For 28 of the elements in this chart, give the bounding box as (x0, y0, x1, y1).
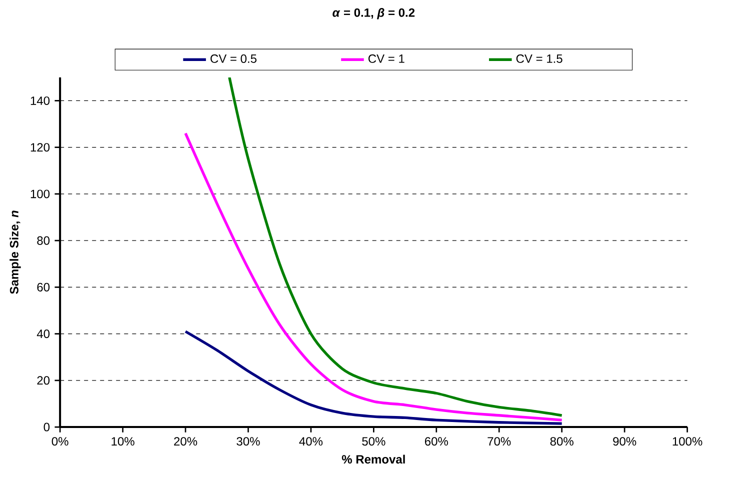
y-tick-label: 120 (30, 143, 50, 152)
x-tick-label: 80% (550, 437, 574, 446)
x-tick-label: 20% (174, 437, 198, 446)
y-tick-label: 0 (44, 422, 50, 432)
legend-label: CV = 1 (368, 54, 404, 63)
line-series (228, 77, 564, 417)
x-tick-label: 100% (672, 437, 702, 446)
x-tick-label: 60% (424, 437, 448, 446)
line-series (184, 330, 564, 425)
y-tick-label: 40 (36, 330, 50, 338)
y-tick-label: 60 (37, 282, 50, 292)
x-tick-label: 70% (488, 437, 511, 446)
chart-title: α = 0.1, β = 0.2 (332, 8, 415, 20)
y-tick-label: 100 (30, 190, 50, 198)
x-tick-label: 0% (52, 437, 68, 446)
y-tick-label: 140 (30, 96, 50, 105)
x-tick-label: 50% (362, 437, 386, 446)
y-tick-label: 20 (37, 376, 50, 385)
line-series (184, 132, 564, 422)
x-axis-title: % Removal (342, 454, 405, 464)
x-tick-label: 90% (613, 437, 636, 446)
legend-label: CV = 0.5 (210, 54, 256, 63)
legend-label: CV = 1.5 (516, 54, 562, 63)
y-tick-label: 80 (37, 236, 50, 245)
y-axis-title: Sample Size, n (10, 210, 21, 294)
x-tick-label: 10% (112, 437, 134, 446)
x-tick-label: 30% (236, 437, 260, 446)
x-tick-label: 40% (299, 437, 323, 446)
